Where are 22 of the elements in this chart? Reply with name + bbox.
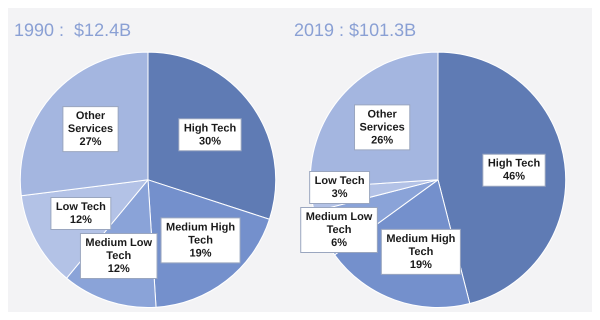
slice-label: Low Tech	[314, 175, 365, 188]
data-label: 6%	[331, 237, 348, 250]
slice-label: Medium Low Tech	[306, 211, 373, 236]
data-label: 19%	[410, 258, 432, 271]
data-label: 12%	[70, 214, 92, 226]
data-label: 19%	[190, 247, 212, 260]
slice-label: Medium Low Tech	[85, 236, 152, 262]
slice-label: Low Tech	[56, 200, 106, 213]
data-label: 27%	[80, 136, 102, 148]
slice-label: High Tech	[488, 158, 540, 170]
slice-label: Medium High Tech	[166, 221, 236, 246]
chart-title: 1990 : $12.4B	[14, 20, 132, 40]
data-label: 12%	[108, 262, 130, 275]
data-label: 46%	[503, 170, 526, 183]
chart-title: 2019 : $101.3B	[294, 20, 416, 40]
data-label: 30%	[198, 135, 222, 148]
slice-label: Medium High Tech	[386, 232, 456, 258]
slice-label: Other Services	[68, 110, 114, 136]
slice-label: Other Services	[360, 108, 405, 134]
slice-label: High Tech	[184, 122, 236, 134]
data-label: 26%	[371, 134, 394, 146]
data-label: 3%	[332, 188, 348, 200]
